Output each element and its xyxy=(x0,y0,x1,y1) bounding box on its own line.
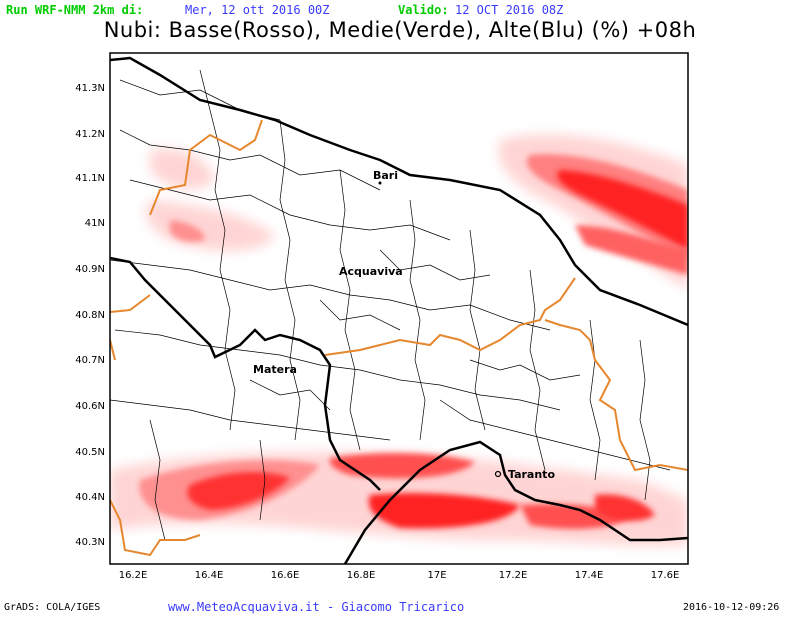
x-tick-label: 16.6E xyxy=(271,570,300,581)
footer-website: www.MeteoAcquaviva.it - Giacomo Tricaric… xyxy=(168,600,465,614)
run-label: Run WRF-NMM 2km di: xyxy=(6,3,144,17)
y-tick-label: 41.1N xyxy=(75,173,105,184)
valid-value: 12 OCT 2016 08Z xyxy=(455,3,564,17)
x-tick-label: 17.4E xyxy=(575,570,604,581)
y-tick-label: 40.9N xyxy=(75,264,105,275)
y-tick-label: 40.5N xyxy=(75,447,105,458)
city-label-acquaviva: Acquaviva xyxy=(339,265,403,278)
region-borders xyxy=(110,119,688,557)
x-tick-label: 17.2E xyxy=(499,570,528,581)
y-tick-label: 40.8N xyxy=(75,310,105,321)
y-tick-label: 40.3N xyxy=(75,537,105,548)
city-label-matera: Matera xyxy=(253,363,297,376)
y-tick-label: 41.2N xyxy=(75,129,105,140)
low-cloud-areas xyxy=(110,134,688,546)
y-tick-label: 40.4N xyxy=(75,492,105,503)
x-tick-label: 16.2E xyxy=(119,570,148,581)
y-tick-label: 41.3N xyxy=(75,83,105,94)
y-tick-label: 40.6N xyxy=(75,401,105,412)
run-value: Mer, 12 ott 2016 00Z xyxy=(185,3,330,17)
city-marker-bari xyxy=(378,181,382,185)
city-label-taranto: Taranto xyxy=(508,468,555,481)
coastline xyxy=(110,56,688,564)
map-title: Nubi: Basse(Rosso), Medie(Verde), Alte(B… xyxy=(103,18,697,42)
y-tick-label: 41N xyxy=(85,218,105,229)
city-labels: Bari Acquaviva Matera Taranto xyxy=(253,169,555,481)
footer-credit: GrADS: COLA/IGES xyxy=(4,602,101,613)
x-tick-label: 16.4E xyxy=(195,570,224,581)
valid-label: Valido: xyxy=(398,3,449,17)
plot-frame xyxy=(109,52,689,565)
y-tick-label: 40.7N xyxy=(75,355,105,366)
x-tick-label: 17.6E xyxy=(651,570,680,581)
y-axis: 41.3N 41.2N 41.1N 41N 40.9N 40.8N 40.7N … xyxy=(75,83,105,548)
city-marker-taranto xyxy=(494,470,502,478)
city-label-bari: Bari xyxy=(373,169,398,182)
x-axis: 16.2E 16.4E 16.6E 16.8E 17E 17.2E 17.4E … xyxy=(119,570,680,581)
x-tick-label: 16.8E xyxy=(347,570,376,581)
x-tick-label: 17E xyxy=(427,570,446,581)
footer-timestamp: 2016-10-12-09:26 xyxy=(683,602,780,613)
